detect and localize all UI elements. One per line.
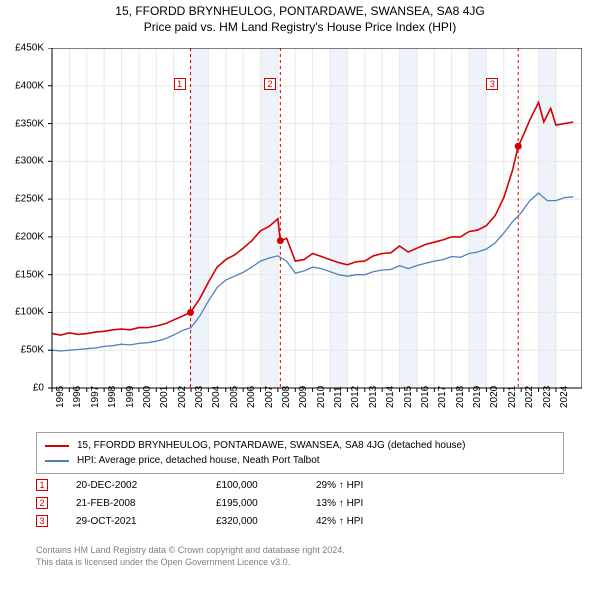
transaction-date: 21-FEB-2008 (76, 498, 216, 509)
transaction-row: 2 21-FEB-2008£195,00013% ↑ HPI (36, 494, 436, 512)
chart-marker-1: 1 (174, 78, 186, 90)
transaction-date: 20-DEC-2002 (76, 480, 216, 491)
x-tick-label: 1999 (125, 386, 136, 408)
x-tick-label: 2005 (229, 386, 240, 408)
legend-row: HPI: Average price, detached house, Neat… (45, 453, 555, 468)
x-tick-label: 2003 (194, 386, 205, 408)
x-tick-label: 2016 (420, 386, 431, 408)
x-tick-label: 2007 (264, 386, 275, 408)
transaction-price: £195,000 (216, 498, 316, 509)
x-tick-label: 2010 (316, 386, 327, 408)
y-tick-label: £100K (15, 307, 44, 318)
y-axis-labels: £0£50K£100K£150K£200K£250K£300K£350K£400… (0, 48, 48, 388)
title-subtitle: Price paid vs. HM Land Registry's House … (0, 20, 600, 34)
x-tick-label: 1998 (107, 386, 118, 408)
y-tick-label: £350K (15, 118, 44, 129)
transaction-marker: 3 (36, 515, 48, 527)
x-tick-label: 2012 (350, 386, 361, 408)
y-tick-label: £400K (15, 80, 44, 91)
transaction-date: 29-OCT-2021 (76, 516, 216, 527)
chart-svg (47, 48, 582, 393)
x-tick-label: 2017 (437, 386, 448, 408)
chart-plot-area: 1 2 3 (52, 48, 582, 388)
legend-swatch (45, 460, 69, 462)
x-tick-label: 1995 (55, 386, 66, 408)
x-tick-label: 2013 (368, 386, 379, 408)
x-tick-label: 2024 (559, 386, 570, 408)
x-tick-label: 2018 (455, 386, 466, 408)
x-tick-label: 2014 (385, 386, 396, 408)
footer-line2: This data is licensed under the Open Gov… (36, 556, 345, 568)
x-tick-label: 2015 (403, 386, 414, 408)
transaction-row: 1 20-DEC-2002£100,00029% ↑ HPI (36, 476, 436, 494)
x-tick-label: 1996 (72, 386, 83, 408)
transaction-delta: 29% ↑ HPI (316, 480, 436, 491)
chart-container: 15, FFORDD BRYNHEULOG, PONTARDAWE, SWANS… (0, 0, 600, 590)
x-tick-label: 2004 (211, 386, 222, 408)
y-tick-label: £250K (15, 194, 44, 205)
legend: 15, FFORDD BRYNHEULOG, PONTARDAWE, SWANS… (36, 432, 564, 474)
y-tick-label: £0 (33, 383, 44, 394)
y-tick-label: £50K (21, 345, 44, 356)
x-tick-label: 1997 (90, 386, 101, 408)
x-axis-labels: 1995 1996 1997 1998 1999 2000 2001 2002 2003 2004… (52, 388, 582, 430)
x-tick-label: 2020 (489, 386, 500, 408)
x-tick-label: 2006 (246, 386, 257, 408)
title-block: 15, FFORDD BRYNHEULOG, PONTARDAWE, SWANS… (0, 0, 600, 34)
transaction-delta: 42% ↑ HPI (316, 516, 436, 527)
chart-marker-2: 2 (264, 78, 276, 90)
x-tick-label: 2000 (142, 386, 153, 408)
x-tick-label: 2001 (159, 386, 170, 408)
transactions-table: 1 20-DEC-2002£100,00029% ↑ HPI 2 21-FEB-200… (36, 476, 436, 530)
transaction-price: £100,000 (216, 480, 316, 491)
footer-attribution: Contains HM Land Registry data © Crown c… (36, 544, 345, 568)
y-tick-label: £200K (15, 231, 44, 242)
legend-label: 15, FFORDD BRYNHEULOG, PONTARDAWE, SWANS… (77, 440, 465, 451)
transaction-price: £320,000 (216, 516, 316, 527)
y-tick-label: £150K (15, 269, 44, 280)
transaction-delta: 13% ↑ HPI (316, 498, 436, 509)
x-tick-label: 2009 (298, 386, 309, 408)
legend-swatch (45, 445, 69, 447)
y-tick-label: £300K (15, 156, 44, 167)
legend-row: 15, FFORDD BRYNHEULOG, PONTARDAWE, SWANS… (45, 438, 555, 453)
x-tick-label: 2021 (507, 386, 518, 408)
x-tick-label: 2023 (542, 386, 553, 408)
title-address: 15, FFORDD BRYNHEULOG, PONTARDAWE, SWANS… (0, 4, 600, 18)
x-tick-label: 2008 (281, 386, 292, 408)
legend-label: HPI: Average price, detached house, Neat… (77, 455, 320, 466)
transaction-marker: 2 (36, 497, 48, 509)
transaction-marker: 1 (36, 479, 48, 491)
x-tick-label: 2002 (177, 386, 188, 408)
transaction-row: 3 29-OCT-2021£320,00042% ↑ HPI (36, 512, 436, 530)
y-tick-label: £450K (15, 43, 44, 54)
x-tick-label: 2011 (333, 386, 344, 408)
x-tick-label: 2022 (524, 386, 535, 408)
footer-line1: Contains HM Land Registry data © Crown c… (36, 544, 345, 556)
chart-marker-3: 3 (486, 78, 498, 90)
x-tick-label: 2019 (472, 386, 483, 408)
